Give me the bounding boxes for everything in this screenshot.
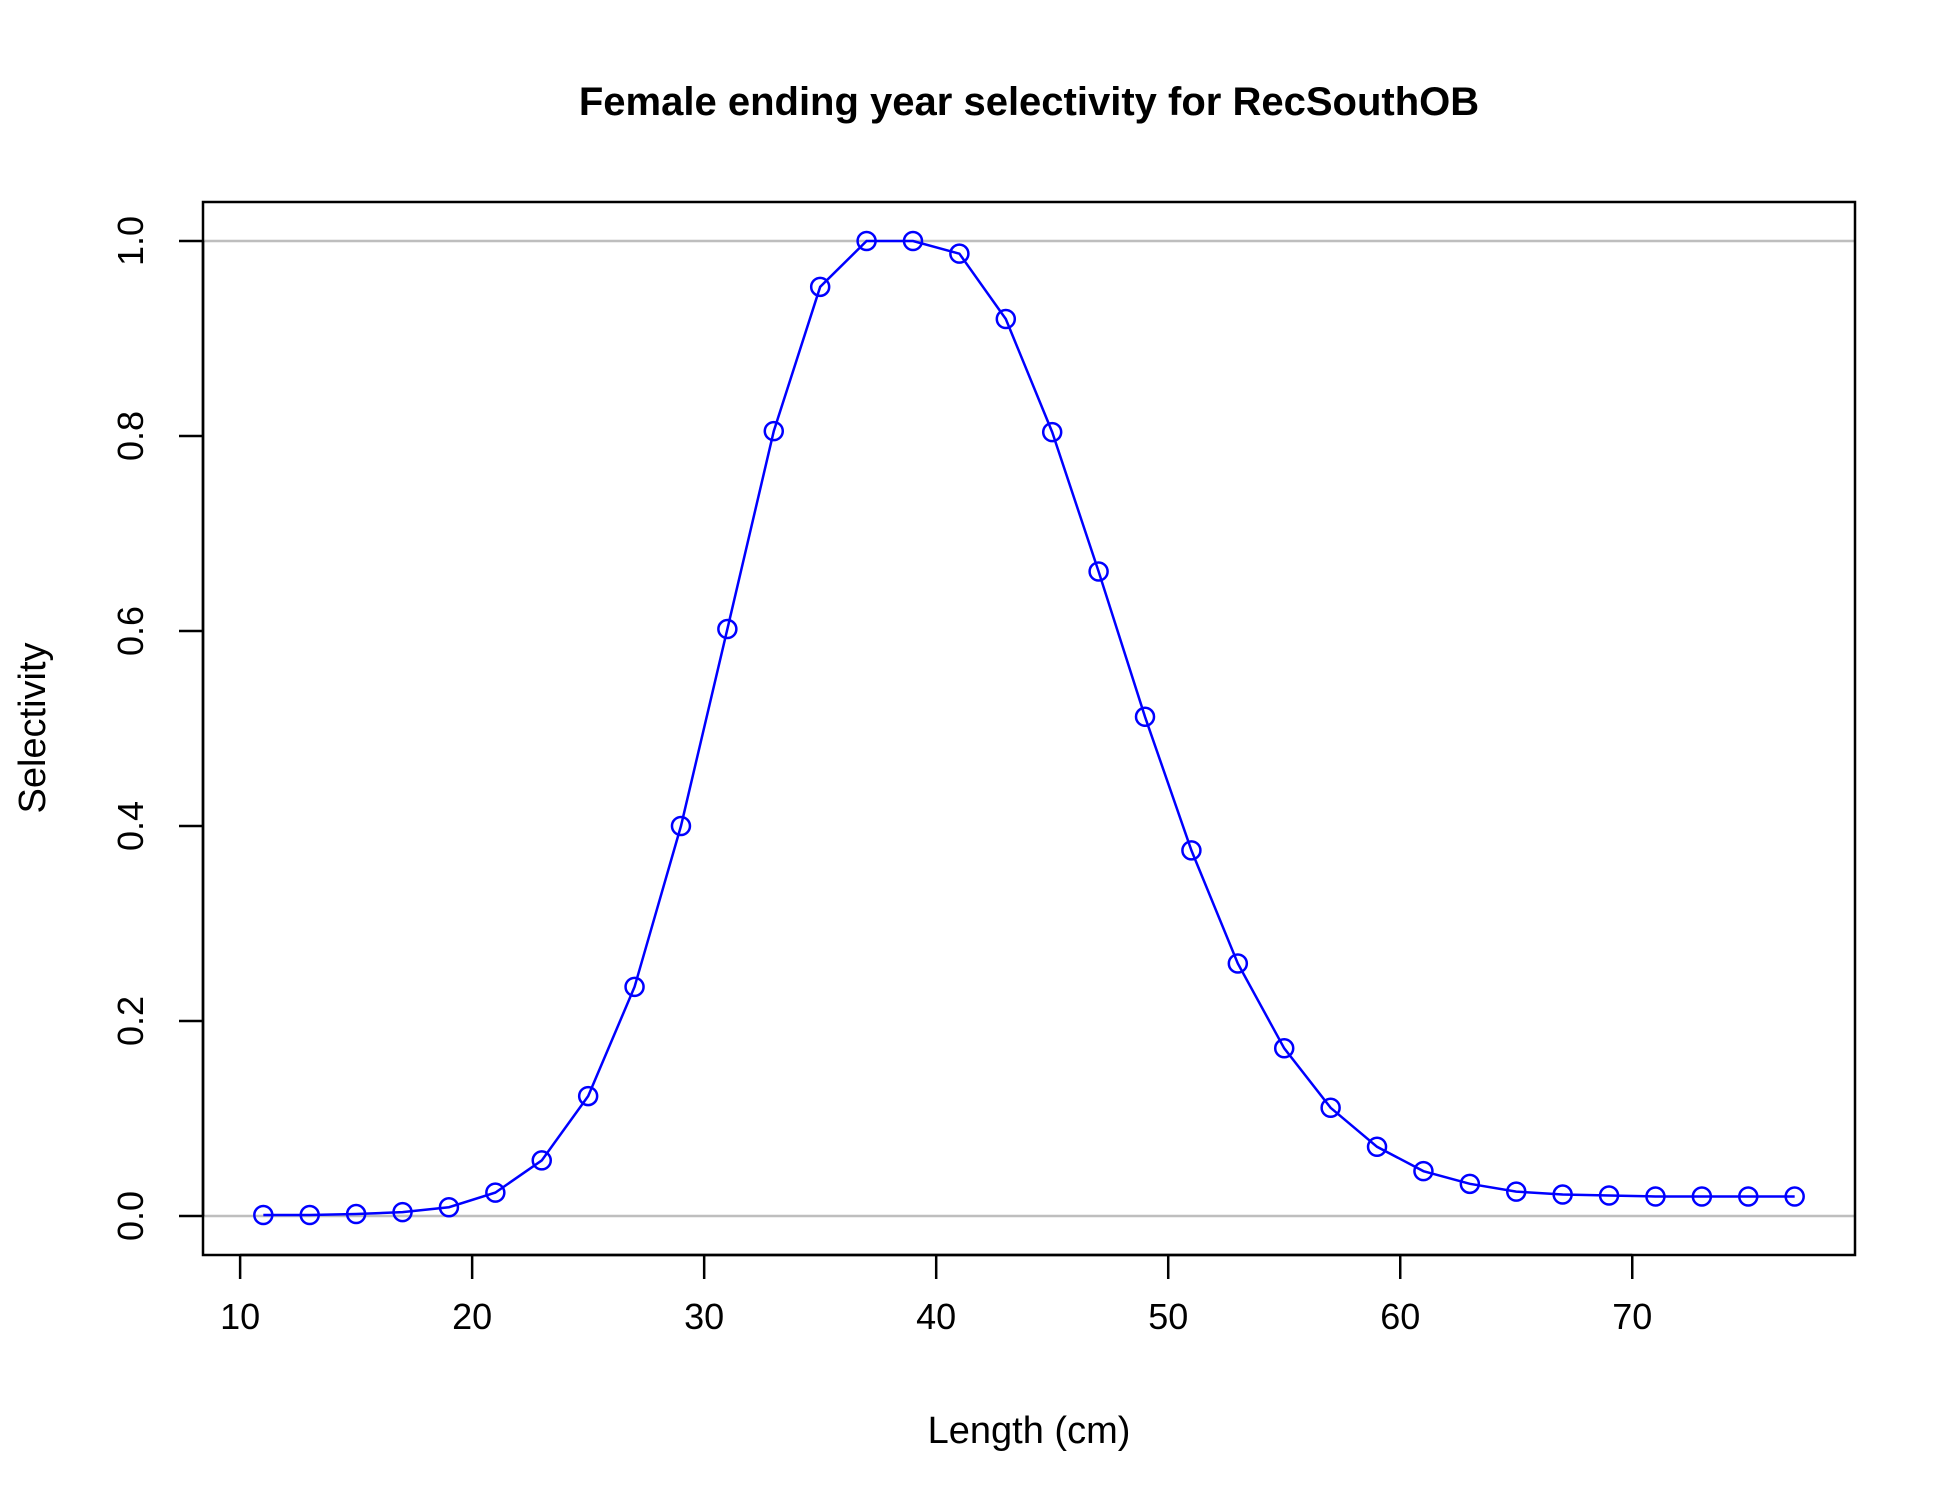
data-point xyxy=(345,1203,367,1225)
data-point xyxy=(809,276,831,298)
data-point xyxy=(1320,1097,1341,1119)
data-point xyxy=(949,243,970,264)
x-tick-label: 30 xyxy=(684,1296,724,1337)
data-point xyxy=(1459,1173,1481,1195)
y-tick-label: 0.4 xyxy=(110,801,151,851)
data-point xyxy=(577,1085,599,1107)
data-point xyxy=(1784,1186,1805,1207)
x-tick-label: 20 xyxy=(452,1296,492,1337)
data-point xyxy=(1505,1181,1527,1202)
data-point xyxy=(1227,953,1249,974)
data-point xyxy=(1041,421,1063,443)
data-point xyxy=(856,230,877,252)
x-axis-label: Length (cm) xyxy=(928,1410,1131,1452)
data-point xyxy=(1088,561,1109,582)
data-point xyxy=(1366,1136,1388,1158)
x-tick-label: 60 xyxy=(1380,1296,1420,1337)
data-point xyxy=(253,1204,274,1226)
x-tick-label: 50 xyxy=(1148,1296,1188,1337)
data-point xyxy=(485,1182,506,1203)
data-point xyxy=(624,976,645,998)
y-tick-label: 0.2 xyxy=(110,996,151,1046)
data-point xyxy=(1181,840,1202,861)
data-point xyxy=(995,308,1017,330)
y-tick-label: 1.0 xyxy=(110,216,151,266)
x-tick-label: 40 xyxy=(916,1296,956,1337)
data-point xyxy=(1413,1160,1434,1182)
data-point xyxy=(717,618,738,640)
x-tick-label: 10 xyxy=(220,1296,260,1337)
x-axis: 10 20 30 40 50 60 70 xyxy=(220,1253,1652,1337)
y-axis-label: Selectivity xyxy=(12,642,54,813)
data-point xyxy=(763,420,785,442)
plot-area xyxy=(203,230,1855,1226)
x-tick-label: 70 xyxy=(1612,1296,1652,1337)
y-tick-label: 0.0 xyxy=(110,1191,151,1241)
y-tick-label: 0.8 xyxy=(110,411,151,461)
data-point xyxy=(1738,1186,1759,1207)
y-tick-label: 0.6 xyxy=(110,606,151,656)
y-axis: 0.0 0.2 0.4 0.6 0.8 1.0 xyxy=(110,216,205,1241)
data-point xyxy=(1552,1184,1573,1205)
data-point xyxy=(1273,1038,1295,1059)
plot-frame xyxy=(201,200,1857,1257)
data-point xyxy=(438,1196,460,1218)
series-line xyxy=(263,239,1795,1217)
data-point xyxy=(531,1150,553,1171)
data-point xyxy=(392,1201,413,1223)
data-point xyxy=(1645,1186,1666,1207)
data-point xyxy=(1691,1186,1713,1207)
data-point xyxy=(1134,706,1156,728)
chart-title: Female ending year selectivity for RecSo… xyxy=(579,80,1479,124)
data-point xyxy=(902,230,924,252)
data-point xyxy=(670,815,692,837)
data-point xyxy=(299,1204,320,1226)
data-point xyxy=(1598,1185,1620,1206)
